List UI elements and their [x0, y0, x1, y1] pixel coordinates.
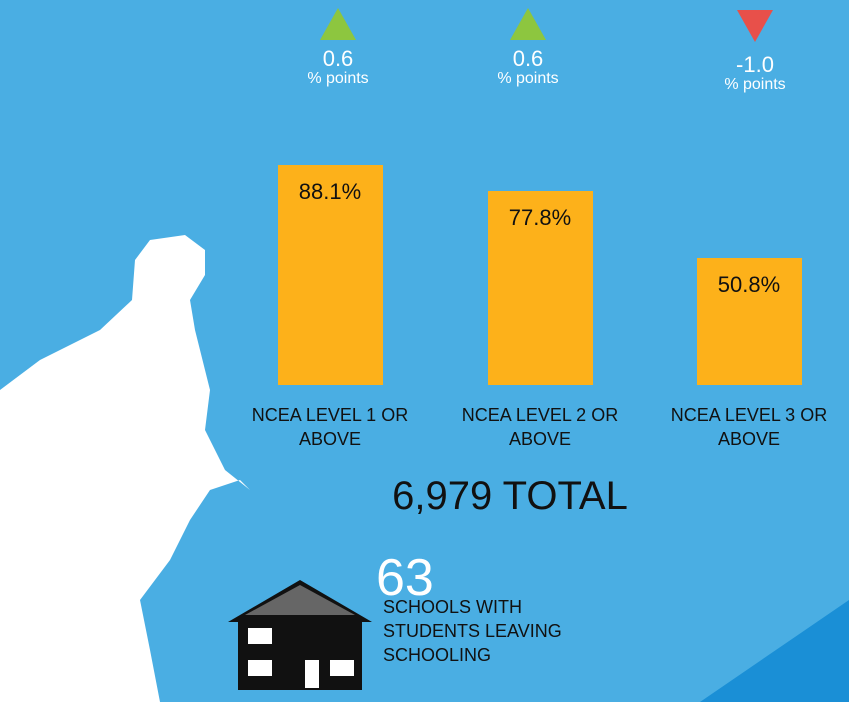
category-label: NCEA LEVEL 2 OR ABOVE [460, 403, 620, 451]
change-value: 0.6 [468, 48, 588, 70]
change-triangle [510, 8, 546, 40]
infographic: 88.1%NCEA LEVEL 1 OR ABOVE0.6% points77.… [0, 0, 849, 702]
category-label: NCEA LEVEL 3 OR ABOVE [669, 403, 829, 451]
school-count: 63 [376, 552, 434, 604]
change-unit: % points [695, 76, 815, 94]
value-label: 77.8% [488, 205, 593, 231]
change: 0.6% points [468, 48, 588, 88]
down-arrow [735, 8, 775, 42]
category-label: NCEA LEVEL 1 OR ABOVE [250, 403, 410, 451]
change-triangle [737, 10, 773, 42]
change-value: 0.6 [278, 48, 398, 70]
change-unit: % points [278, 70, 398, 88]
change-value: -1.0 [695, 54, 815, 76]
change-unit: % points [468, 70, 588, 88]
up-arrow [508, 8, 548, 42]
value-label: 50.8% [697, 272, 802, 298]
change-triangle [320, 8, 356, 40]
up-arrow [318, 8, 358, 42]
value-label: 88.1% [278, 179, 383, 205]
change: 0.6% points [278, 48, 398, 88]
total: 6,979 TOTAL [310, 474, 710, 519]
schools-text: SCHOOLING [383, 644, 491, 666]
change: -1.0% points [695, 54, 815, 94]
schools-text: STUDENTS LEAVING [383, 620, 562, 642]
